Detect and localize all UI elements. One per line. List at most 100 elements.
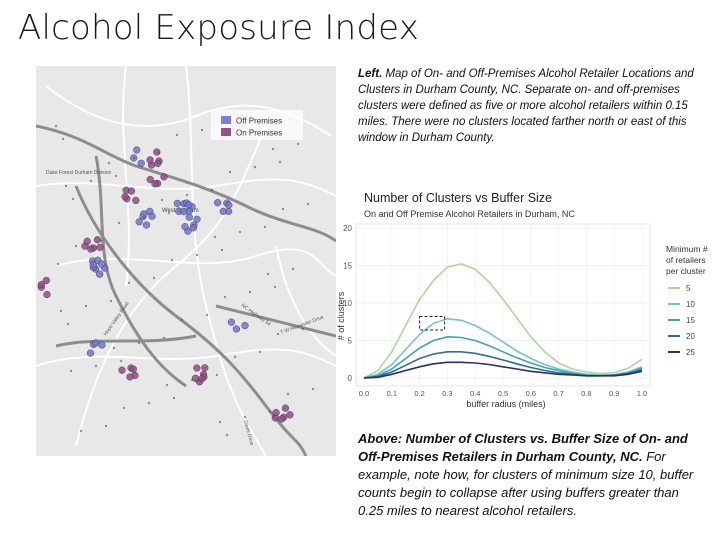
x-tick-label: 1.0 xyxy=(637,389,647,398)
map-caption: Left. Map of On- and Off-Premises Alcoho… xyxy=(358,66,698,146)
cluster-point xyxy=(148,212,156,220)
cluster-point xyxy=(278,415,286,423)
place-label-duke-forest: Duke Forest Durham Division xyxy=(46,170,112,176)
retailer-point xyxy=(210,188,214,192)
retailer-point xyxy=(56,262,60,266)
retailer-point xyxy=(112,346,116,350)
slide-title: Alcohol Exposure Index xyxy=(18,8,420,48)
retailer-point xyxy=(215,373,219,377)
legend-label-10: 10 xyxy=(686,300,695,309)
retailer-point xyxy=(238,230,242,234)
y-tick-label: 15 xyxy=(343,262,352,271)
cluster-point xyxy=(92,339,100,347)
retailer-point xyxy=(79,429,83,433)
retailer-point xyxy=(273,285,277,289)
cluster-point xyxy=(214,199,222,207)
cluster-point xyxy=(142,221,151,229)
retailer-point xyxy=(74,244,78,248)
retailer-point xyxy=(225,433,229,437)
cluster-point xyxy=(83,237,91,245)
retailer-point xyxy=(69,369,73,373)
retailer-point xyxy=(200,128,204,132)
cluster-point xyxy=(133,146,141,154)
retailer-point xyxy=(114,174,118,178)
cluster-point xyxy=(146,175,154,184)
x-tick-label: 0.8 xyxy=(581,389,591,398)
retailer-point xyxy=(165,383,169,387)
series-line-25 xyxy=(363,361,643,379)
x-tick-label: 0.0 xyxy=(359,389,369,398)
cluster-point xyxy=(96,243,104,251)
cluster-point xyxy=(201,364,209,372)
legend-label-25: 25 xyxy=(686,348,695,357)
cluster-point xyxy=(185,213,193,221)
x-tick-label: 0.4 xyxy=(470,389,480,398)
legend-label-on: On Premises xyxy=(236,129,282,138)
durham-cluster-map: Off Premises On Premises Duke Forest Dur… xyxy=(36,66,336,456)
retailer-point xyxy=(64,184,68,188)
retailer-point xyxy=(268,410,272,414)
retailer-point xyxy=(127,281,131,285)
retailer-point xyxy=(122,406,126,410)
retailer-point xyxy=(213,235,217,239)
chart-subtitle: On and Off Premise Alcohol Retailers in … xyxy=(364,209,575,219)
retailer-point xyxy=(71,197,75,201)
map-legend: Off Premises On Premises xyxy=(211,110,303,140)
cluster-point xyxy=(193,364,201,372)
cluster-point xyxy=(118,366,126,374)
cluster-point xyxy=(86,349,95,357)
y-tick-label: 5 xyxy=(348,337,353,346)
retailer-point xyxy=(253,165,257,169)
cluster-point xyxy=(198,375,206,383)
chart-plot-area: 0 5 10 15 20 0.0 0.1 0.2 0.3 0.4 0.5 0.6 0.7 0.8 0.9 1.… xyxy=(343,223,651,398)
retailer-point xyxy=(107,161,111,165)
retailer-point xyxy=(175,133,179,137)
retailer-point xyxy=(263,225,267,229)
x-tick-label: 0.1 xyxy=(387,389,397,398)
chart-legend-title: Minimum # of retailers per cluster xyxy=(666,244,710,276)
cluster-point xyxy=(98,341,106,349)
chart-legend: 5 10 15 20 25 xyxy=(668,284,695,357)
cluster-point xyxy=(132,196,140,205)
retailer-point xyxy=(266,272,270,276)
cluster-point xyxy=(43,290,51,299)
legend-label-15: 15 xyxy=(686,316,695,325)
cluster-point xyxy=(96,270,104,278)
retailer-point xyxy=(59,309,63,313)
chart-caption: Above: Number of Clusters vs. Buffer Siz… xyxy=(358,430,698,520)
chart-title: Number of Clusters vs Buffer Size xyxy=(364,191,552,205)
retailer-point xyxy=(301,327,305,331)
cluster-point xyxy=(146,156,154,164)
retailer-point xyxy=(132,156,136,160)
retailer-point xyxy=(286,392,290,396)
y-tick-label: 20 xyxy=(343,224,352,233)
clusters-vs-buffer-chart: Number of Clusters vs Buffer Size On and… xyxy=(336,191,710,409)
chart-x-axis-label: buffer radius (miles) xyxy=(466,399,545,409)
cluster-point xyxy=(232,325,241,333)
retailer-point xyxy=(190,378,194,382)
retailer-point xyxy=(180,318,184,322)
cluster-point xyxy=(129,365,137,373)
cluster-point xyxy=(137,159,145,167)
retailer-point xyxy=(66,322,70,326)
cluster-point xyxy=(225,201,233,209)
cluster-point xyxy=(160,173,168,181)
retailer-point xyxy=(147,401,151,405)
cluster-point xyxy=(286,411,294,419)
map-clusters xyxy=(37,124,315,437)
cluster-point xyxy=(89,261,97,269)
retailer-point xyxy=(84,304,88,308)
retailer-point xyxy=(142,216,146,220)
retailer-point xyxy=(311,387,315,391)
cluster-point xyxy=(241,321,249,330)
retailer-point xyxy=(233,355,237,359)
cluster-point xyxy=(140,210,148,218)
retailer-point xyxy=(281,207,285,211)
retailer-point xyxy=(278,160,282,164)
highlight-box xyxy=(419,316,446,331)
retailer-point xyxy=(167,211,171,215)
x-tick-label: 0.7 xyxy=(553,389,563,398)
cluster-point xyxy=(121,193,129,201)
retailer-point xyxy=(117,221,121,225)
cluster-point xyxy=(151,180,159,188)
